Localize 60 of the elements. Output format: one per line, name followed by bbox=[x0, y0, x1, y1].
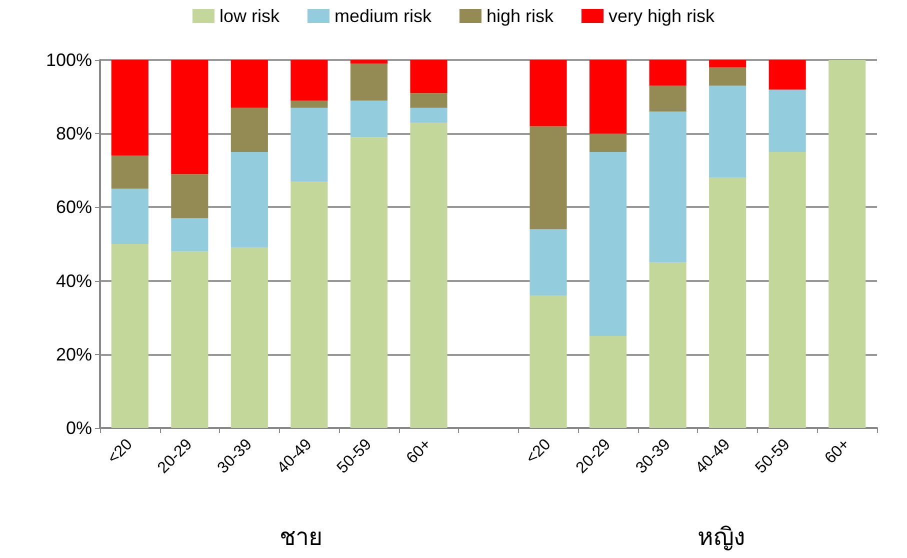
bar bbox=[290, 108, 328, 182]
bar bbox=[111, 244, 148, 428]
x-tick-label: 60+ bbox=[404, 436, 435, 468]
bar bbox=[230, 60, 268, 108]
bar bbox=[111, 60, 148, 156]
bar bbox=[828, 60, 866, 428]
y-tick-label: 80% bbox=[56, 124, 92, 144]
bar bbox=[290, 60, 328, 100]
x-tick-label: <20 bbox=[104, 436, 136, 468]
bar bbox=[230, 248, 268, 428]
bar bbox=[649, 112, 686, 262]
bar bbox=[768, 60, 806, 90]
y-tick-label: 0% bbox=[66, 418, 92, 438]
bar bbox=[709, 67, 746, 86]
bar bbox=[768, 89, 806, 152]
legend-label: low risk bbox=[219, 6, 280, 26]
bar bbox=[530, 229, 567, 296]
bar bbox=[590, 60, 627, 134]
bar bbox=[649, 86, 686, 112]
bar bbox=[350, 100, 388, 138]
y-tick-label: 40% bbox=[56, 270, 92, 291]
bar bbox=[709, 178, 746, 428]
bar bbox=[111, 156, 148, 189]
x-tick-label: 60+ bbox=[822, 436, 854, 468]
text: ชาย bbox=[279, 525, 322, 551]
legend-label: medium risk bbox=[334, 6, 432, 26]
bar bbox=[410, 108, 448, 123]
bar bbox=[171, 251, 208, 428]
bar bbox=[350, 60, 388, 64]
bar bbox=[768, 152, 806, 428]
bar bbox=[290, 181, 328, 428]
bar bbox=[171, 60, 208, 174]
bar bbox=[290, 100, 328, 108]
legend-label: high risk bbox=[486, 6, 555, 26]
bar bbox=[590, 336, 627, 428]
bar bbox=[590, 152, 627, 336]
bar bbox=[410, 122, 448, 428]
y-tick-label: 60% bbox=[56, 197, 92, 218]
bar bbox=[709, 60, 746, 68]
bar bbox=[649, 60, 686, 86]
bar bbox=[530, 60, 567, 126]
bar bbox=[111, 188, 148, 244]
legend-label: very high risk bbox=[608, 6, 716, 26]
y-tick-label: 100% bbox=[46, 50, 92, 70]
bar bbox=[230, 152, 268, 248]
y-tick-label: 20% bbox=[56, 344, 92, 364]
bar bbox=[350, 64, 388, 100]
bar bbox=[649, 262, 686, 428]
text: หญิง bbox=[698, 525, 746, 551]
bar bbox=[709, 86, 746, 178]
bar bbox=[171, 218, 208, 252]
bar bbox=[530, 296, 567, 428]
bar bbox=[410, 60, 448, 94]
bar bbox=[590, 134, 627, 152]
bar bbox=[350, 137, 388, 428]
bar bbox=[530, 126, 567, 230]
bar bbox=[171, 174, 208, 218]
bar bbox=[410, 93, 448, 108]
x-tick-label: <20 bbox=[523, 436, 554, 468]
bar bbox=[230, 108, 268, 152]
